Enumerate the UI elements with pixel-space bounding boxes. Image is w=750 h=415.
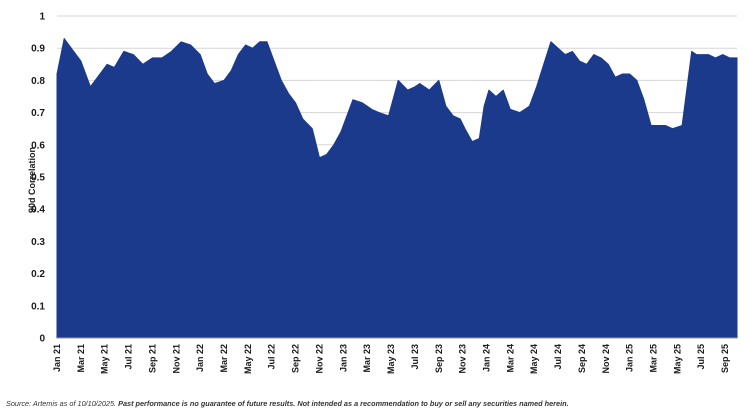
correlation-area-chart: 0 0.1 0.2 0.3 0.4 0.5 0.6 0.7 0.8 0.9 1 Jan 21 Mar … bbox=[27, 12, 738, 374]
x-tick-label: Sep 25 bbox=[720, 344, 730, 373]
x-tick-label: Jul 24 bbox=[553, 344, 563, 370]
y-tick-label: 0.5 bbox=[31, 173, 45, 184]
y-tick-label: 0.2 bbox=[31, 269, 45, 280]
correlation-area bbox=[56, 38, 738, 339]
x-tick-label: Jul 21 bbox=[124, 344, 134, 370]
x-tick-label: Mar 24 bbox=[505, 344, 515, 373]
x-tick-label: Mar 25 bbox=[649, 344, 659, 373]
x-tick-label: May 22 bbox=[243, 344, 253, 374]
x-tick-label: Mar 23 bbox=[362, 344, 372, 373]
x-tick-label: Jan 24 bbox=[482, 344, 492, 372]
x-tick-label: Jan 23 bbox=[338, 344, 348, 372]
x-tick-label: Jul 25 bbox=[696, 344, 706, 370]
source-text: Source: Artemis as of 10/10/2025. bbox=[6, 399, 117, 408]
x-tick-label: Sep 21 bbox=[147, 344, 157, 373]
y-tick-label: 0.9 bbox=[31, 44, 45, 55]
x-tick-label: Sep 24 bbox=[577, 344, 587, 373]
y-tick-label: 0.3 bbox=[31, 237, 45, 248]
x-tick-label: Jul 23 bbox=[410, 344, 420, 370]
x-tick-label: Sep 22 bbox=[291, 344, 301, 373]
x-tick-label: Nov 21 bbox=[171, 344, 181, 374]
x-tick-label: May 25 bbox=[672, 344, 682, 374]
x-tick-label: May 24 bbox=[529, 344, 539, 374]
y-tick-label: 0.7 bbox=[31, 108, 45, 119]
x-tick-label: Jul 22 bbox=[267, 344, 277, 370]
source-footnote: Source: Artemis as of 10/10/2025. Past p… bbox=[6, 399, 746, 408]
x-tick-label: Mar 21 bbox=[76, 344, 86, 373]
disclaimer-text: Past performance is no guarantee of futu… bbox=[118, 399, 569, 408]
x-tick-label: Sep 23 bbox=[434, 344, 444, 373]
x-tick-label: Mar 22 bbox=[219, 344, 229, 373]
y-axis-label: 90d Correlation bbox=[27, 147, 37, 213]
x-tick-label: Nov 24 bbox=[601, 344, 611, 374]
y-tick-label: 0.6 bbox=[31, 140, 45, 151]
y-tick-label: 0 bbox=[39, 334, 45, 345]
x-tick-label: Jan 21 bbox=[52, 344, 62, 372]
x-tick-label: May 23 bbox=[386, 344, 396, 374]
x-tick-label: Nov 23 bbox=[458, 344, 468, 374]
y-tick-label: 0.1 bbox=[31, 301, 45, 312]
x-tick-label: May 21 bbox=[100, 344, 110, 374]
y-tick-label: 0.4 bbox=[31, 205, 45, 216]
x-axis-ticks: Jan 21 Mar 21 May 21 Jul 21 Sep 21 Nov 21 Jan … bbox=[52, 344, 730, 374]
x-tick-label: Nov 22 bbox=[315, 344, 325, 374]
y-tick-label: 1 bbox=[39, 12, 45, 23]
x-tick-label: Jan 25 bbox=[625, 344, 635, 372]
y-axis-ticks: 0 0.1 0.2 0.3 0.4 0.5 0.6 0.7 0.8 0.9 1 bbox=[31, 12, 45, 345]
y-tick-label: 0.8 bbox=[31, 76, 45, 87]
x-tick-label: Jan 22 bbox=[195, 344, 205, 372]
